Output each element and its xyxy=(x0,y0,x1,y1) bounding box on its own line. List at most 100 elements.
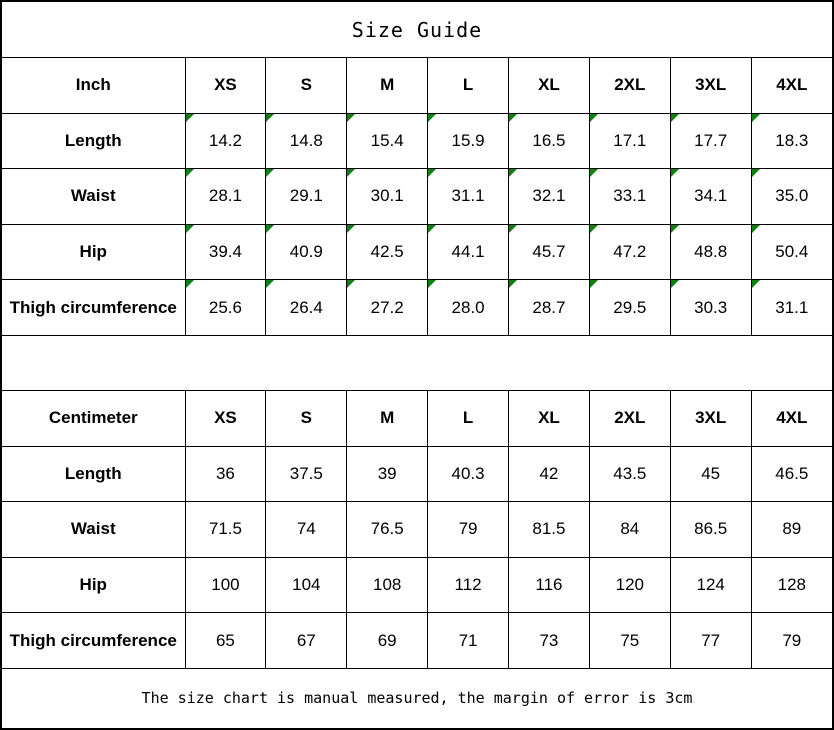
excel-flag-icon xyxy=(509,113,517,122)
size-value: 30.1 xyxy=(370,186,404,206)
column-header-xl: XL xyxy=(508,57,590,114)
size-cell: 32.1 xyxy=(508,168,590,225)
unit-header-centimeter: Centimeter xyxy=(1,390,186,447)
size-cell: 25.6 xyxy=(184,279,267,336)
size-value: 28.1 xyxy=(208,186,242,206)
excel-flag-icon xyxy=(670,113,679,122)
row-label: Length xyxy=(1,112,186,170)
size-value: 14.2 xyxy=(208,130,242,150)
size-cell: 37.5 xyxy=(265,445,348,503)
size-cell: 31.1 xyxy=(750,279,833,336)
excel-flag-icon xyxy=(266,169,275,178)
table-separator xyxy=(2,334,832,391)
size-cell: 42.5 xyxy=(346,223,429,281)
unit-header-inch: Inch xyxy=(1,57,186,114)
size-cell: 42 xyxy=(508,445,590,503)
column-header-3xl: 3XL xyxy=(669,390,752,447)
excel-flag-icon xyxy=(185,169,194,178)
footnote: The size chart is manual measured, the m… xyxy=(2,667,832,728)
excel-flag-icon xyxy=(347,224,356,233)
size-cell: 15.4 xyxy=(346,112,429,170)
size-cell: 50.4 xyxy=(750,223,833,281)
size-cell: 86.5 xyxy=(669,501,752,558)
excel-flag-icon xyxy=(347,169,356,178)
size-value: 17.7 xyxy=(694,130,728,150)
excel-flag-icon xyxy=(185,224,194,233)
size-value: 40.9 xyxy=(289,242,323,262)
column-header-l: L xyxy=(427,57,509,114)
column-header-3xl: 3XL xyxy=(669,57,752,114)
row-label: Waist xyxy=(1,501,186,558)
size-cell: 33.1 xyxy=(588,168,671,225)
size-cell: 128 xyxy=(750,556,833,614)
size-cell: 84 xyxy=(588,501,671,558)
size-cell: 18.3 xyxy=(750,112,833,170)
size-value: 32.1 xyxy=(532,186,566,206)
excel-flag-icon xyxy=(428,280,437,289)
size-value: 44.1 xyxy=(451,242,485,262)
excel-flag-icon xyxy=(589,224,598,233)
size-cell: 112 xyxy=(427,556,509,614)
size-cell: 14.2 xyxy=(184,112,267,170)
size-cell: 31.1 xyxy=(427,168,509,225)
size-cell: 71.5 xyxy=(184,501,267,558)
excel-flag-icon xyxy=(266,113,275,122)
size-cell: 81.5 xyxy=(508,501,590,558)
table-row-length: Length 36 37.5 39 40.3 42 43.5 45 46.5 xyxy=(1,445,833,503)
size-cell: 27.2 xyxy=(346,279,429,336)
size-cell: 14.8 xyxy=(265,112,348,170)
size-value: 33.1 xyxy=(613,186,647,206)
size-cell: 45 xyxy=(669,445,752,503)
size-cell: 76.5 xyxy=(346,501,429,558)
size-cell: 17.7 xyxy=(669,112,752,170)
size-cell: 34.1 xyxy=(669,168,752,225)
size-table-inch: Inch XS S M L XL 2XL 3XL 4XL Length 14.2… xyxy=(1,57,833,336)
row-label: Thigh circumference xyxy=(1,279,186,336)
column-header-m: M xyxy=(346,390,429,447)
size-cell: 75 xyxy=(588,612,671,669)
page-title: Size Guide xyxy=(2,2,832,58)
excel-flag-icon xyxy=(428,113,437,122)
size-value: 26.4 xyxy=(289,297,323,317)
size-cell: 36 xyxy=(184,445,267,503)
column-header-2xl: 2XL xyxy=(588,57,671,114)
size-cell: 28.7 xyxy=(508,279,590,336)
size-value: 16.5 xyxy=(532,130,566,150)
column-header-4xl: 4XL xyxy=(750,57,833,114)
size-cell: 43.5 xyxy=(588,445,671,503)
excel-flag-icon xyxy=(266,280,275,289)
excel-flag-icon xyxy=(670,169,679,178)
table-row-length: Length 14.2 14.8 15.4 15.9 16.5 17.1 17.… xyxy=(1,112,833,170)
size-value: 15.9 xyxy=(451,130,485,150)
size-cell: 40.9 xyxy=(265,223,348,281)
size-cell: 39.4 xyxy=(184,223,267,281)
size-value: 29.5 xyxy=(613,297,647,317)
size-cell: 77 xyxy=(669,612,752,669)
row-label: Hip xyxy=(1,223,186,281)
table-row-waist: Waist 71.5 74 76.5 79 81.5 84 86.5 89 xyxy=(1,501,833,558)
column-header-xs: XS xyxy=(184,57,267,114)
excel-flag-icon xyxy=(185,280,194,289)
row-label: Length xyxy=(1,445,186,503)
table-row-thigh: Thigh circumference 25.6 26.4 27.2 28.0 … xyxy=(1,279,833,336)
size-cell: 28.1 xyxy=(184,168,267,225)
row-label: Thigh circumference xyxy=(1,612,186,669)
excel-flag-icon xyxy=(670,280,679,289)
size-cell: 30.3 xyxy=(669,279,752,336)
size-cell: 35.0 xyxy=(750,168,833,225)
table-header-row: Inch XS S M L XL 2XL 3XL 4XL xyxy=(1,57,833,114)
size-value: 25.6 xyxy=(208,297,242,317)
column-header-m: M xyxy=(346,57,429,114)
excel-flag-icon xyxy=(347,113,356,122)
size-value: 17.1 xyxy=(613,130,647,150)
size-cell: 104 xyxy=(265,556,348,614)
row-label: Hip xyxy=(1,556,186,614)
size-value: 45.7 xyxy=(532,242,566,262)
excel-flag-icon xyxy=(589,169,598,178)
size-value: 31.1 xyxy=(451,186,485,206)
size-table-centimeter: Centimeter XS S M L XL 2XL 3XL 4XL Lengt… xyxy=(1,390,833,669)
excel-flag-icon xyxy=(428,169,437,178)
excel-flag-icon xyxy=(509,169,517,178)
size-cell: 116 xyxy=(508,556,590,614)
excel-flag-icon xyxy=(185,113,194,122)
